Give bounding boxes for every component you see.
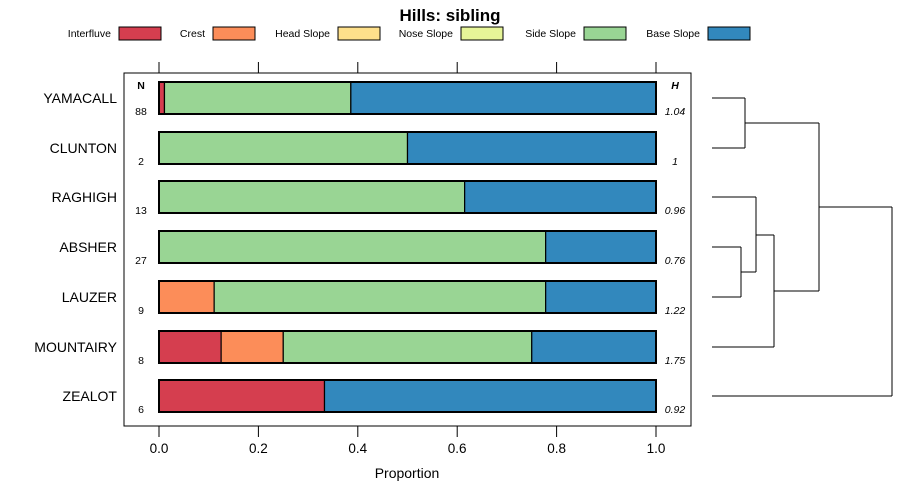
- row-label: YAMACALL: [43, 90, 117, 106]
- x-tick-label: 0.8: [547, 441, 566, 456]
- bar-segment-base-slope: [350, 81, 657, 115]
- row-label: MOUNTAIRY: [34, 339, 117, 355]
- x-tick-label: 1.0: [647, 441, 666, 456]
- plot-frame: [123, 72, 692, 427]
- h-value: 1.75: [665, 355, 686, 367]
- bar-outline: [158, 379, 657, 413]
- bar-segment-base-slope: [406, 131, 657, 165]
- chart-title: Hills: sibling: [399, 6, 500, 25]
- legend-label-crest: Crest: [180, 28, 205, 40]
- bar-outline: [158, 131, 657, 165]
- n-value: 88: [135, 106, 147, 118]
- bar-segment-side-slope: [163, 81, 352, 115]
- bar-segment-side-slope: [158, 180, 466, 214]
- legend-label-base-slope: Base Slope: [646, 28, 700, 40]
- n-value: 8: [138, 355, 144, 367]
- bar-segment-side-slope: [282, 330, 533, 364]
- legend-label-interfluve: Interfluve: [68, 28, 111, 40]
- bar-rows: YAMACALL 88 1.04 CLUNTON 2 1 RAGHIGH 13 0.96 ABSH…: [34, 81, 686, 416]
- bar-outline: [158, 280, 657, 314]
- bar-outline: [158, 180, 657, 214]
- h-header: H: [671, 80, 679, 92]
- h-value: 1.04: [665, 106, 686, 118]
- legend-label-nose-slope: Nose Slope: [399, 28, 453, 40]
- row-label: LAUZER: [62, 289, 117, 305]
- legend: Interfluve Crest Head Slope Nose Slope Side …: [68, 26, 751, 41]
- x-tick-label: 0.6: [448, 441, 467, 456]
- top-ticks: [158, 62, 657, 73]
- row-label: ZEALOT: [63, 388, 118, 404]
- h-value: 0.76: [665, 255, 686, 267]
- bar-segment-base-slope: [531, 330, 657, 364]
- bottom-axis: 0.0 0.2 0.4 0.6 0.8 1.0: [150, 426, 666, 456]
- x-tick-label: 0.0: [150, 441, 169, 456]
- bar-outline: [158, 81, 657, 115]
- x-axis-title: Proportion: [375, 465, 440, 481]
- legend-label-head-slope: Head Slope: [275, 28, 330, 40]
- legend-swatch-side-slope: [583, 26, 627, 41]
- n-value: 6: [138, 404, 144, 416]
- h-value: 0.92: [665, 404, 686, 416]
- row-label: RAGHIGH: [52, 189, 117, 205]
- legend-label-side-slope: Side Slope: [525, 28, 576, 40]
- legend-swatch-head-slope: [337, 26, 381, 41]
- bar-segment-base-slope: [323, 379, 657, 413]
- n-value: 2: [138, 156, 144, 168]
- bar-segment-base-slope: [545, 280, 657, 314]
- bar-segment-crest: [158, 280, 215, 314]
- bar-segment-side-slope: [213, 280, 547, 314]
- bar-segment-side-slope: [158, 131, 409, 165]
- x-tick-label: 0.2: [249, 441, 268, 456]
- bar-segment-crest: [220, 330, 284, 364]
- legend-swatch-base-slope: [707, 26, 751, 41]
- bar-segment-interfluve: [158, 379, 326, 413]
- legend-swatch-nose-slope: [460, 26, 504, 41]
- n-value: 27: [135, 255, 147, 267]
- bar-segment-interfluve: [158, 330, 222, 364]
- n-value: 13: [135, 205, 147, 217]
- bar-segment-base-slope: [464, 180, 657, 214]
- row-label: CLUNTON: [50, 140, 117, 156]
- x-tick-label: 0.4: [348, 441, 367, 456]
- bar-segment-side-slope: [158, 230, 547, 264]
- bar-outline: [158, 230, 657, 264]
- legend-swatch-crest: [212, 26, 256, 41]
- h-value: 1.22: [665, 305, 686, 317]
- h-value: 0.96: [665, 205, 686, 217]
- dendrogram: [712, 97, 893, 397]
- row-label: ABSHER: [59, 239, 117, 255]
- bar-outline: [158, 330, 657, 364]
- h-value: 1: [672, 156, 678, 168]
- n-value: 9: [138, 305, 144, 317]
- bar-segment-base-slope: [545, 230, 657, 264]
- n-header: N: [137, 80, 145, 92]
- legend-swatch-interfluve: [118, 26, 162, 41]
